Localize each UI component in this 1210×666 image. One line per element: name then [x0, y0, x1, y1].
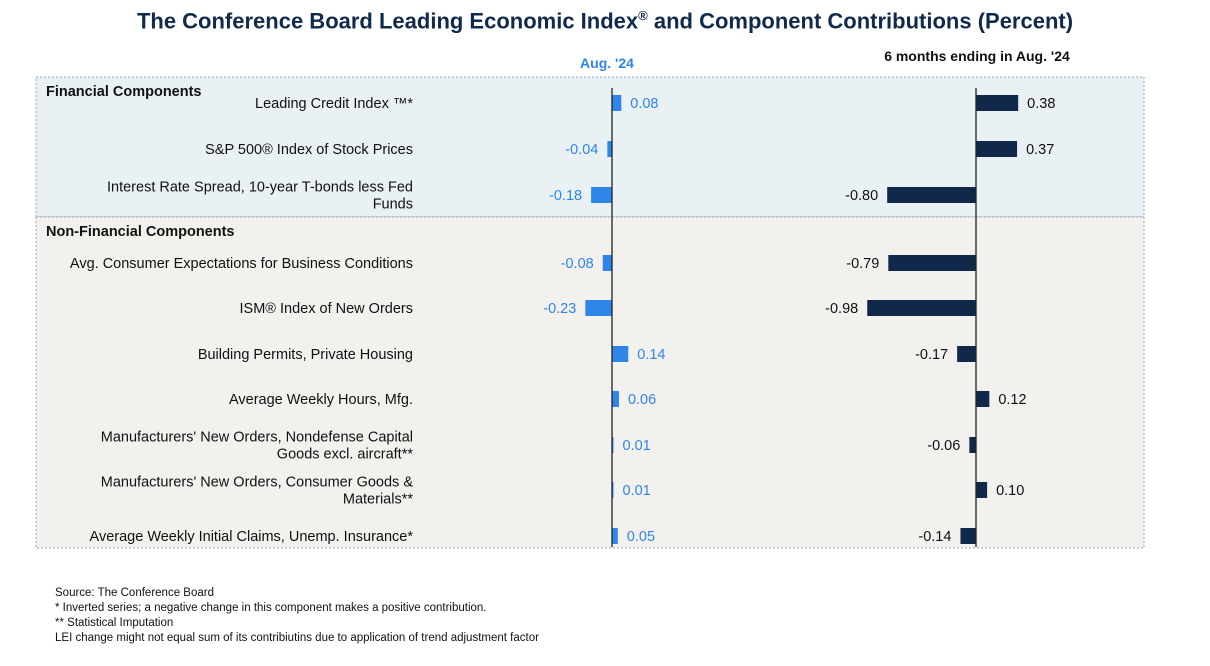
category-label: Manufacturers' New Orders, Consumer Good… [101, 475, 414, 491]
nonfinancial-group-panel [35, 216, 1145, 549]
category-label: Leading Credit Index ™* [255, 96, 413, 112]
aug-24-bar [591, 187, 612, 203]
aug-24-value-label: 0.14 [637, 347, 665, 363]
aug-24-value-label: -0.04 [565, 142, 598, 158]
six-months-bar [976, 482, 988, 498]
aug-24-value-label: -0.23 [543, 301, 576, 317]
aug-24-value-label: 0.01 [623, 438, 651, 454]
aug-24-bar [612, 95, 622, 111]
category-label: Manufacturers' New Orders, Nondefense Ca… [101, 430, 413, 446]
category-label: ISM® Index of New Orders [240, 301, 413, 317]
aug-24-bar [602, 255, 612, 271]
footnotes: Source: The Conference Board * Inverted … [55, 586, 539, 646]
six-months-bar [976, 391, 990, 407]
group-heading-financial: Financial Components [46, 84, 202, 100]
aug-24-bar [585, 300, 612, 316]
aug-24-value-label: 0.05 [627, 529, 655, 545]
title-rest: and Component Contributions (Percent) [647, 8, 1074, 34]
six-months-bar [976, 141, 1018, 157]
aug-24-bar [612, 482, 614, 498]
aug-24-value-label: 0.01 [623, 483, 651, 499]
category-label: Average Weekly Hours, Mfg. [229, 392, 413, 408]
six-months-value-label: -0.06 [927, 438, 960, 454]
six-months-bar [976, 95, 1019, 111]
title-registered-mark: ® [638, 8, 648, 23]
aug-24-value-label: 0.06 [628, 392, 656, 408]
title-main: The Conference Board Leading Economic In… [136, 8, 639, 34]
six-months-value-label: 0.12 [998, 392, 1026, 408]
series-header-6-months: 6 months ending in Aug. '24 [884, 48, 1070, 64]
category-label: Average Weekly Initial Claims, Unemp. In… [90, 529, 414, 545]
note-source: Source: The Conference Board [55, 587, 214, 599]
contribution-chart: Financial Components Non-Financial Compon… [35, 48, 1145, 549]
aug-24-bar [612, 528, 618, 544]
category-label: S&P 500® Index of Stock Prices [205, 142, 413, 158]
aug-24-value-label: -0.18 [549, 188, 582, 204]
series-header-aug-24: Aug. '24 [580, 55, 634, 71]
six-months-value-label: -0.80 [845, 188, 878, 204]
six-months-bar [957, 346, 976, 362]
six-months-bar [960, 528, 976, 544]
note-imputation: ** Statistical Imputation [55, 617, 174, 629]
six-months-value-label: -0.14 [918, 529, 951, 545]
six-months-bar [887, 187, 976, 203]
six-months-value-label: -0.17 [915, 347, 948, 363]
aug-24-value-label: 0.08 [630, 96, 658, 112]
category-label: Goods excl. aircraft** [277, 447, 414, 463]
category-label: Building Permits, Private Housing [198, 347, 413, 363]
six-months-value-label: -0.79 [846, 256, 879, 272]
six-months-bar [867, 300, 976, 316]
six-months-value-label: -0.98 [825, 301, 858, 317]
category-label: Avg. Consumer Expectations for Business … [70, 256, 413, 272]
group-heading-nonfinancial: Non-Financial Components [46, 224, 235, 240]
aug-24-bar [612, 437, 614, 453]
six-months-value-label: 0.10 [996, 483, 1024, 499]
six-months-value-label: 0.38 [1027, 96, 1055, 112]
aug-24-bar [607, 141, 612, 157]
note-trend: LEI change might not equal sum of its co… [55, 632, 539, 644]
aug-24-bar [612, 346, 629, 362]
six-months-bar [888, 255, 976, 271]
category-label: Funds [373, 197, 413, 213]
category-label: Materials** [343, 492, 413, 508]
category-label: Interest Rate Spread, 10-year T-bonds le… [107, 180, 413, 196]
aug-24-value-label: -0.08 [561, 256, 594, 272]
chart-title: The Conference Board Leading Economic In… [0, 8, 1210, 34]
six-months-bar [969, 437, 976, 453]
six-months-value-label: 0.37 [1026, 142, 1054, 158]
aug-24-bar [612, 391, 619, 407]
note-inverted: * Inverted series; a negative change in … [55, 602, 487, 614]
